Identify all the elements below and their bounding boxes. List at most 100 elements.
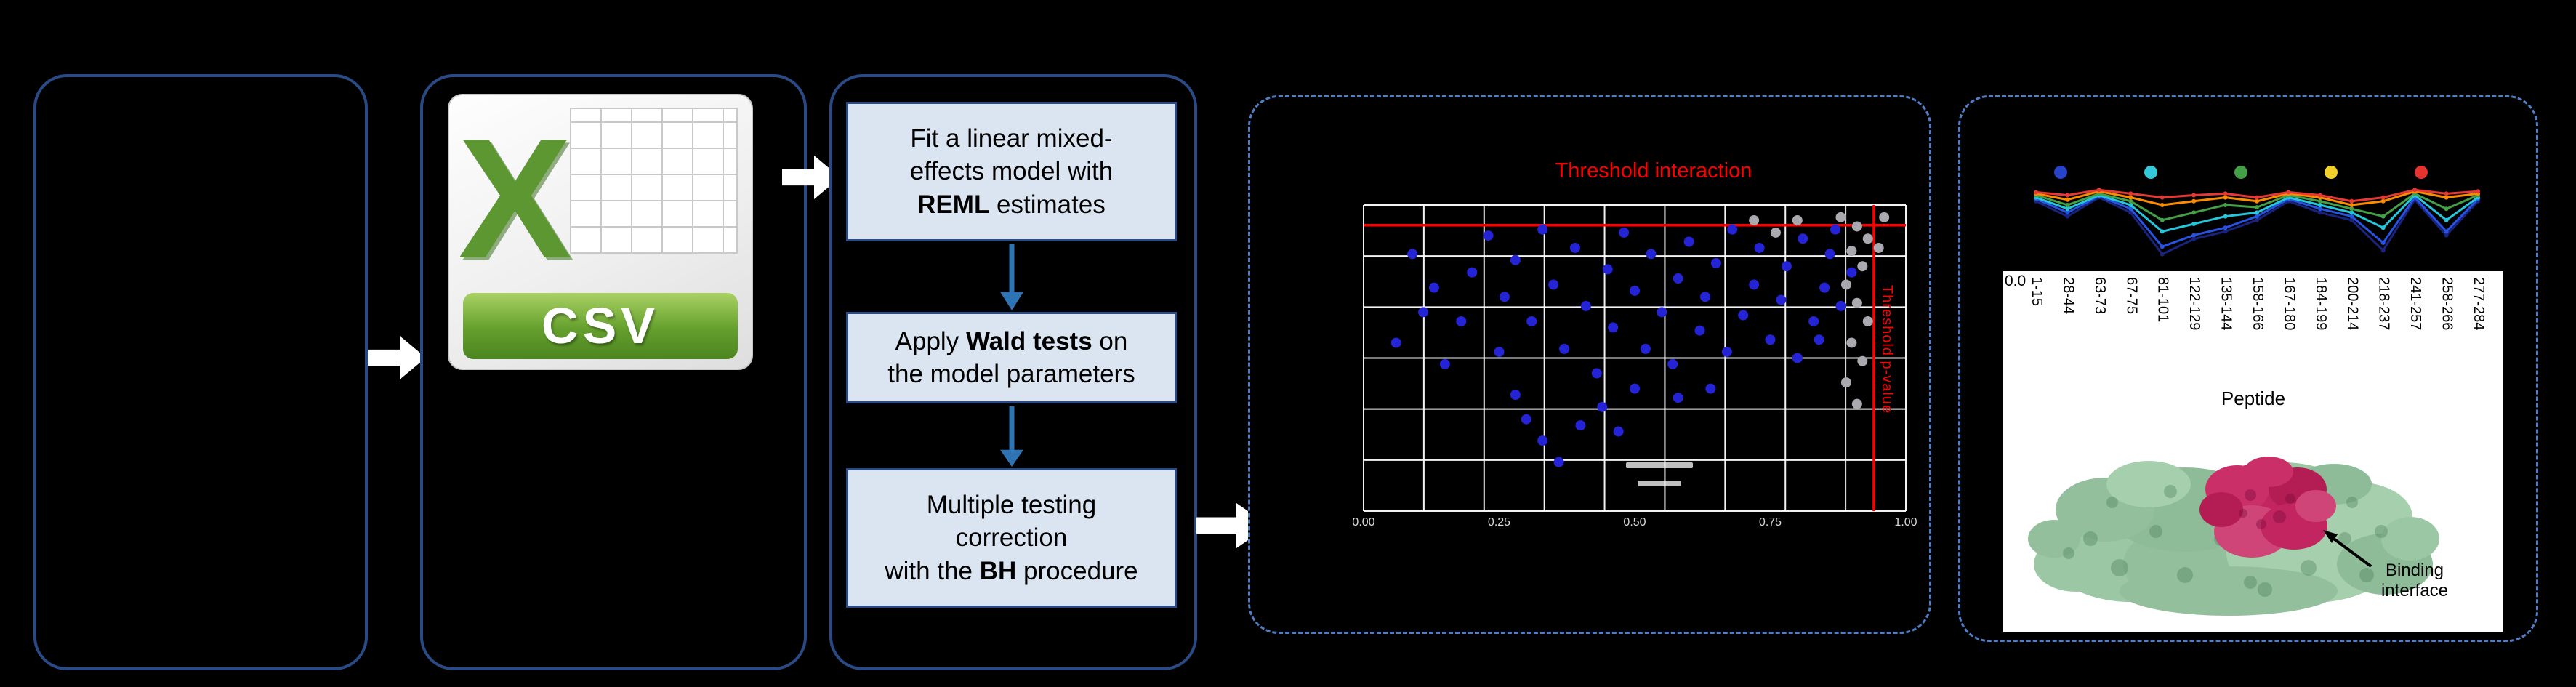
flow-arrow-2 [782, 156, 840, 199]
volcano-x-axis-ticks: 0.00 0.25 0.50 0.75 1.00 [1352, 516, 1917, 534]
volcano-point-significant [1608, 322, 1619, 333]
peptide-tick-label: 67-75 [2123, 277, 2140, 315]
peptide-tick-label: 167-180 [2281, 277, 2298, 331]
volcano-point-significant [1683, 236, 1694, 247]
binding-interface-blob [2295, 490, 2336, 522]
surface-texture [2301, 560, 2317, 576]
uptake-marker [2096, 188, 2101, 193]
uptake-marker [2191, 210, 2197, 215]
panel-input-data [33, 74, 368, 670]
uptake-marker [2380, 248, 2386, 253]
volcano-point-significant [1580, 300, 1591, 311]
panel-global-visualization [1248, 95, 1931, 634]
volcano-point-not-significant [1851, 221, 1862, 232]
uptake-marker [2255, 217, 2259, 222]
uptake-marker [2223, 229, 2228, 234]
volcano-point-not-significant [1846, 337, 1857, 348]
uptake-marker [2317, 198, 2322, 204]
volcano-point-significant [1494, 347, 1505, 358]
volcano-point-significant [1657, 307, 1667, 318]
volcano-point-significant [1499, 292, 1510, 302]
volcano-point-significant [1591, 368, 1602, 379]
uptake-marker [2128, 203, 2133, 207]
volcano-chart [1363, 204, 1907, 512]
uptake-marker [2349, 203, 2354, 207]
volcano-point-significant [1830, 224, 1841, 235]
volcano-point-significant [1575, 420, 1586, 431]
binding-interface-label: Binding interface [2380, 561, 2449, 600]
volcano-point-significant [1428, 282, 1439, 293]
binding-interface-blob [2244, 457, 2293, 487]
volcano-point-significant [1781, 261, 1792, 272]
timepoint-dot [2234, 166, 2247, 179]
volcano-point-significant [1597, 401, 1608, 412]
uptake-marker [2349, 217, 2354, 222]
uptake-marker [2444, 229, 2449, 234]
volcano-point-significant [1630, 383, 1640, 394]
excel-x-logo: X [458, 103, 572, 294]
uptake-marker [2317, 206, 2322, 212]
volcano-point-not-significant [1770, 227, 1781, 238]
volcano-point-not-significant [1862, 316, 1873, 326]
timepoint-dot [2325, 166, 2338, 179]
uptake-marker [2223, 214, 2228, 219]
binding-arrow-shaft [2330, 536, 2372, 568]
uptake-marker [2476, 189, 2480, 194]
csv-banner-label: CSV [463, 292, 738, 359]
protein-surface-blob [2381, 517, 2439, 561]
volcano-x-tick: 0.25 [1487, 516, 1511, 529]
uptake-marker [2191, 222, 2197, 226]
uptake-marker [2255, 210, 2259, 215]
volcano-point-significant [1510, 254, 1521, 265]
step-bh-correction: Multiple testing correction with the BH pr… [846, 468, 1177, 608]
surface-texture [2164, 485, 2177, 498]
uptake-axis-area: 0.0 1-15 28-44 63-73 67-75 81-101 122-129 135-… [2003, 269, 2503, 632]
uptake-marker [2444, 233, 2449, 238]
step-arrow-1 [1000, 244, 1023, 310]
volcano-point-significant [1699, 292, 1710, 302]
surface-texture [2083, 531, 2098, 546]
volcano-x-tick: 1.00 [1894, 516, 1917, 529]
volcano-point-significant [1467, 267, 1478, 278]
surface-texture [2338, 532, 2351, 545]
threshold-interaction-label: Threshold interaction [1555, 159, 1752, 182]
peptide-tick-label: 184-199 [2312, 277, 2329, 331]
volcano-point-not-significant [1851, 398, 1862, 409]
uptake-marker [2349, 198, 2354, 204]
volcano-point-significant [1727, 224, 1738, 235]
volcano-point-significant [1646, 249, 1657, 260]
volcano-point-significant [1439, 358, 1450, 369]
uptake-marker [2160, 244, 2165, 249]
uptake-marker [2380, 195, 2386, 200]
volcano-point-significant [1792, 353, 1803, 363]
peptide-tick-label: 1-15 [2029, 277, 2045, 307]
uptake-marker [2223, 203, 2228, 207]
uptake-marker [2065, 214, 2070, 219]
peptide-tick-label: 81-101 [2154, 277, 2171, 323]
surface-texture [2111, 559, 2128, 576]
y-axis-tick-label: 0.0 [2005, 273, 2026, 289]
volcano-point-not-significant [1846, 246, 1857, 257]
uptake-marker [2380, 225, 2386, 230]
peptide-tick-label: 258-266 [2439, 277, 2455, 331]
timepoint-dot [2054, 166, 2067, 179]
csv-file-icon: X CSV [448, 94, 753, 370]
volcano-point-significant [1559, 343, 1570, 354]
surface-texture [2106, 497, 2118, 508]
volcano-point-significant [1537, 435, 1548, 446]
volcano-point-significant [1673, 273, 1683, 284]
volcano-point-significant [1390, 337, 1401, 348]
flow-arrow-1 [368, 336, 426, 379]
surface-texture [2177, 567, 2193, 583]
illegible-annotation-mark [1638, 481, 1681, 486]
volcano-plot [1363, 204, 1907, 512]
peptide-tick-label: 200-214 [2344, 277, 2361, 331]
surface-texture [2375, 525, 2388, 538]
volcano-point-not-significant [1879, 212, 1890, 222]
uptake-marker [2444, 195, 2449, 200]
volcano-point-significant [1613, 426, 1624, 437]
surface-texture [2359, 568, 2374, 582]
threshold-pvalue-label: Threshold p-value [1879, 285, 1895, 414]
volcano-point-not-significant [1840, 279, 1851, 290]
protein-surface-blob [2106, 461, 2191, 507]
